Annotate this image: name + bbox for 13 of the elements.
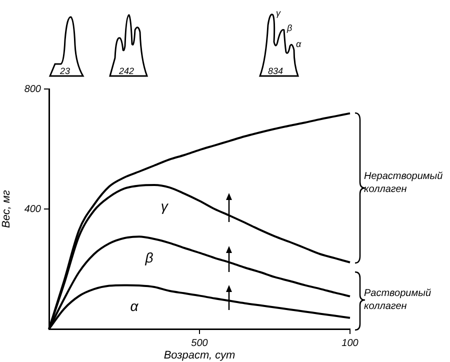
chromatogram-icon: 23 (49, 16, 84, 77)
y-axis-title: Вес, мг (0, 189, 13, 228)
x-axis-title: Возраст, сут (164, 349, 236, 362)
series-label: γ (160, 198, 169, 214)
series-label: β (144, 250, 154, 266)
x-tick-label: 100 (342, 338, 359, 349)
chromatogram-icon: 242 (109, 14, 148, 77)
text: Растворимый коллаген (364, 287, 432, 313)
series-label: α (130, 298, 140, 314)
y-tick-label: 800 (24, 84, 42, 95)
y-tick-label: 400 (24, 204, 42, 215)
text: Нерастворимый коллаген (364, 170, 444, 196)
x-tick-label: 500 (191, 338, 208, 349)
